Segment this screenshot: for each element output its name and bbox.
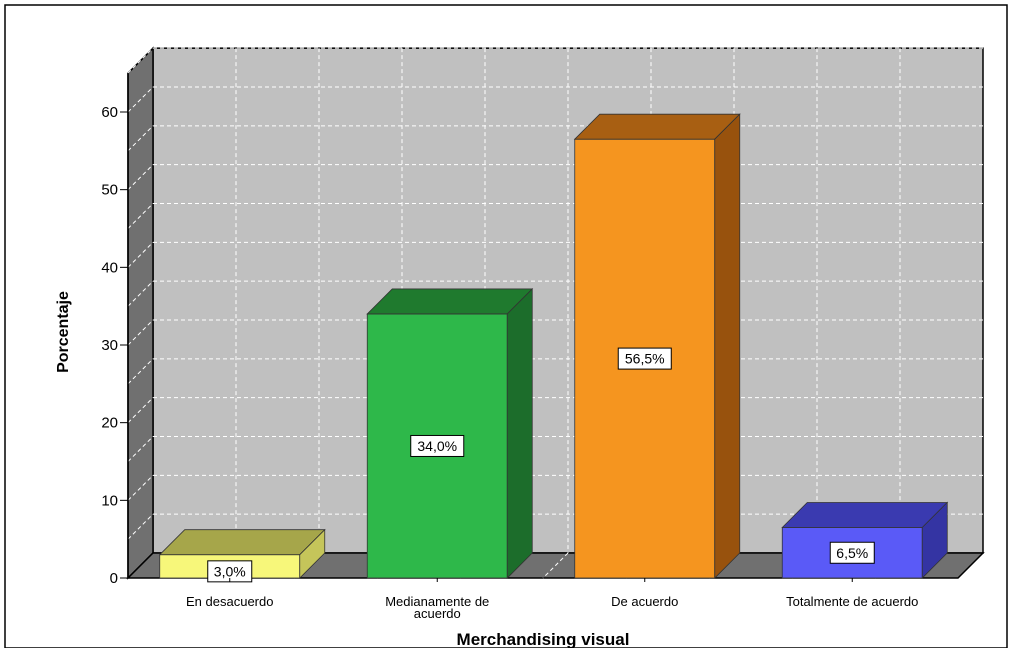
bar-side <box>714 113 741 579</box>
x-tick-label: De acuerdo <box>611 594 678 609</box>
side-wall <box>127 46 154 580</box>
grid-line-side <box>127 86 154 113</box>
y-tick-label: 10 <box>101 492 118 509</box>
bar-top <box>158 529 326 556</box>
bar <box>573 113 741 579</box>
data-label: 6,5% <box>829 541 875 564</box>
bar-top <box>573 113 741 140</box>
data-label: 56,5% <box>617 347 672 370</box>
data-label-text: 56,5% <box>625 351 665 367</box>
y-tick-label: 20 <box>101 415 118 432</box>
grid-line-side <box>127 358 154 385</box>
x-axis-label: Merchandising visual <box>457 630 630 648</box>
grid-line-side <box>127 513 154 540</box>
grid-line-side <box>127 203 154 229</box>
data-label-box <box>410 434 465 457</box>
data-label-box <box>617 347 672 370</box>
grid-line-side <box>127 436 154 462</box>
x-tick-label: Totalmente de acuerdo <box>786 594 918 609</box>
grid-line-side <box>127 280 154 307</box>
bar <box>781 501 949 579</box>
y-axis-label: Porcentaje <box>55 291 72 373</box>
data-label-box <box>829 541 875 564</box>
y-tick-label: 40 <box>101 259 118 276</box>
y-tick-label: 0 <box>110 570 118 587</box>
grid-line-floor <box>542 552 569 579</box>
x-tick-label: Medianamente de acuerdo <box>385 594 489 621</box>
bar-side <box>506 287 533 579</box>
y-tick-label: 30 <box>101 337 118 354</box>
y-tick-label: 50 <box>101 182 118 199</box>
bar-side <box>921 501 948 579</box>
data-label-text: 34,0% <box>417 438 457 454</box>
data-label-text: 3,0% <box>214 563 246 579</box>
y-tick-label: 60 <box>101 104 118 121</box>
grid-line-side <box>127 319 154 346</box>
grid-line-side <box>127 47 154 74</box>
x-tick-label: En desacuerdo <box>186 594 273 609</box>
bar-top <box>781 502 949 528</box>
bar <box>366 287 534 579</box>
bar-top <box>366 288 534 315</box>
grid-line-side <box>127 164 154 191</box>
grid-line-side <box>127 474 154 501</box>
data-label-text: 6,5% <box>836 545 868 561</box>
grid-line-side <box>127 125 154 152</box>
grid-line-side <box>127 241 154 268</box>
data-label: 34,0% <box>410 434 465 457</box>
data-label: 3,0% <box>207 560 253 583</box>
grid-line-side <box>127 397 154 424</box>
bar-side <box>299 528 326 579</box>
